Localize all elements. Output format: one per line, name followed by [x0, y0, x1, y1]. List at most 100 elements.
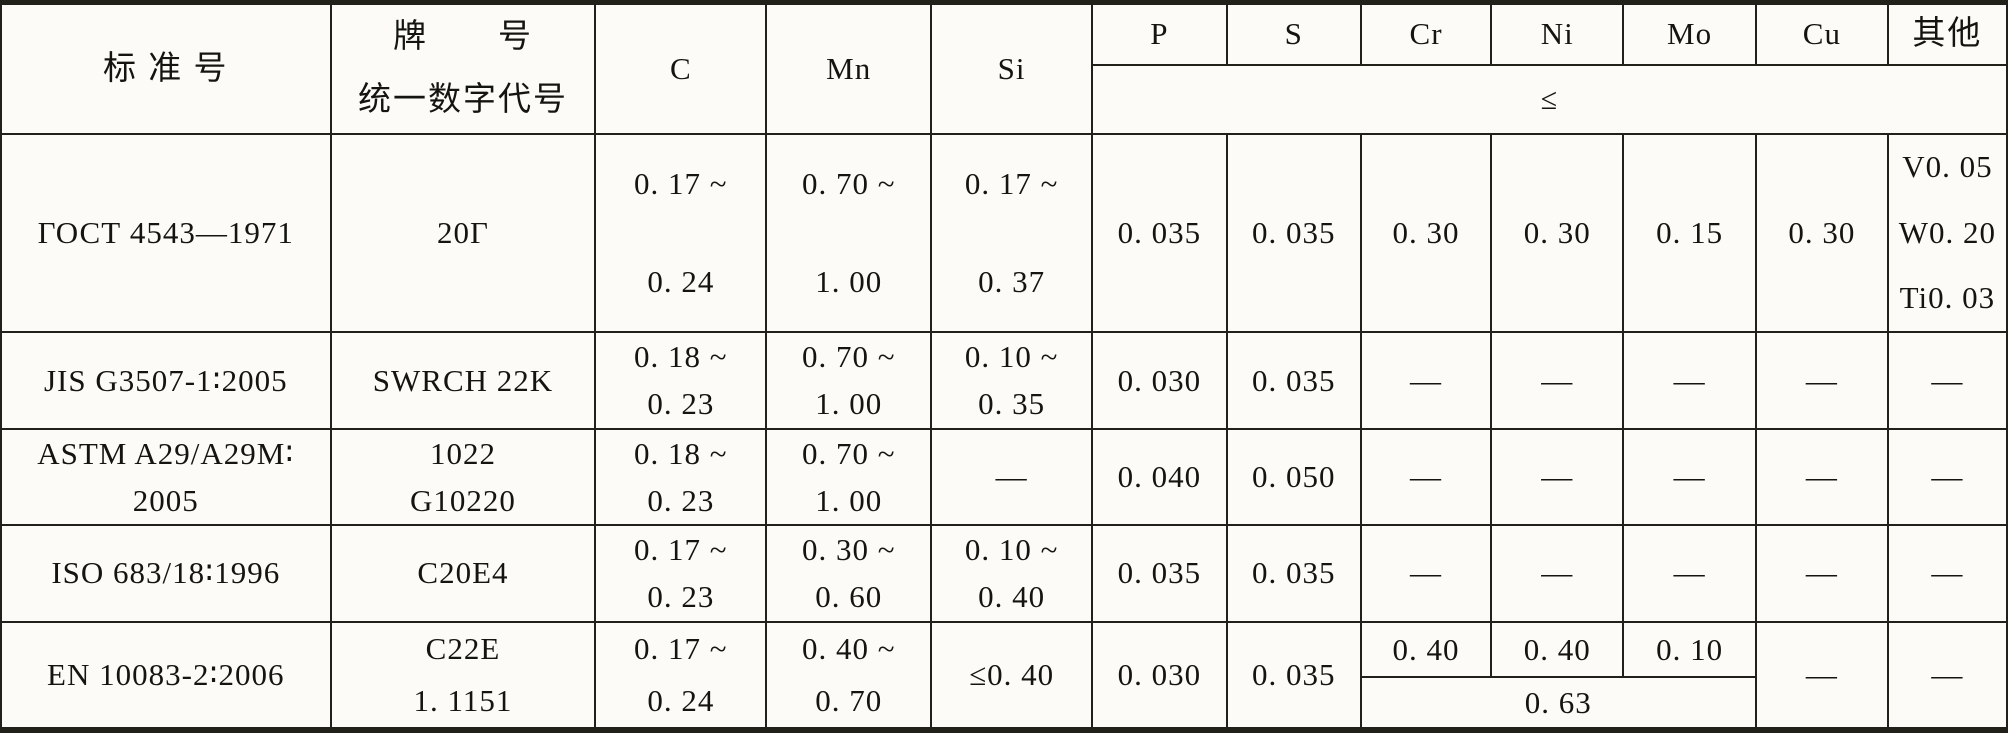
cell-line: 1. 00 — [815, 264, 883, 300]
cell-si: ≤0. 40 — [930, 620, 1094, 732]
cell-line: ≤0. 40 — [969, 656, 1055, 692]
cell-line: 0. 035 — [1251, 362, 1336, 398]
cell-line: 0. 035 — [1251, 656, 1336, 692]
cell-cu: — — [1754, 620, 1889, 732]
cell-mn: 0. 70 ~ 1. 00 — [765, 132, 933, 334]
cell-line: — — [1541, 362, 1574, 398]
header-element-s: S — [1225, 1, 1362, 66]
cell-line: 0. 17 ~ — [634, 630, 728, 666]
cell-line: 20Г — [437, 214, 489, 250]
cell-s: 0. 035 — [1225, 132, 1362, 334]
table-row: ASTM A29/A29M∶ 2005 1022 G10220 0. 18 ~ … — [0, 428, 2008, 527]
header-row: 标 准 号 牌 号 统一数字代号 C Mn Si P S — [0, 1, 2008, 135]
cell-line: — — [1931, 362, 1964, 398]
cell-cu: — — [1754, 331, 1889, 431]
cell-line: P — [1150, 16, 1169, 52]
cell-line: ГОСТ 4543—1971 — [37, 214, 294, 250]
cell-line: 0. 040 — [1117, 459, 1202, 495]
cell-grade: C20E4 — [329, 524, 597, 623]
cell-ni: 0. 40 — [1490, 620, 1625, 679]
cell-mn: 0. 70 ~ 1. 00 — [765, 331, 933, 431]
cell-line: 0. 40 ~ — [801, 630, 896, 666]
cell-line: 0. 035 — [1117, 555, 1202, 591]
cell-ni: — — [1490, 524, 1625, 623]
cell-line: 0. 70 ~ — [801, 435, 896, 471]
cell-c: 0. 18 ~ 0. 23 — [594, 428, 768, 527]
cell-si: — — [930, 428, 1094, 527]
cell-line: — — [995, 459, 1028, 495]
cell-line: C22E — [425, 630, 501, 666]
cell-line: — — [1805, 656, 1838, 692]
header-element-cu: Cu — [1754, 1, 1889, 66]
table-row: 0. 63 — [1, 676, 2007, 731]
cell-ni: — — [1490, 428, 1625, 527]
cell-line: C — [669, 50, 692, 86]
cell-line: 0. 30 — [1392, 214, 1460, 250]
cell-c: 0. 18 ~ 0. 23 — [594, 331, 768, 431]
cell-cu: — — [1754, 524, 1889, 623]
cell-line: 标 准 号 — [103, 50, 229, 87]
cell-grade: C22E 1. 1151 — [329, 620, 597, 732]
cell-si: 0. 10 ~ 0. 40 — [930, 524, 1094, 623]
cell-line: 牌 号 — [392, 18, 533, 55]
cell-line: 0. 23 — [647, 386, 715, 422]
cell-mn: 0. 30 ~ 0. 60 — [765, 524, 933, 623]
header-element-c: C — [594, 1, 768, 135]
cell-standard: JIS G3507-1∶2005 — [0, 331, 332, 431]
cell-line: 0. 30 — [1788, 214, 1856, 250]
cell-line: 0. 30 ~ — [801, 531, 896, 567]
cell-c: 0. 17 ~ 0. 24 — [594, 132, 768, 334]
cell-cu: 0. 30 — [1754, 132, 1889, 334]
cell-line: — — [1410, 459, 1443, 495]
cell-line: 0. 10 ~ — [964, 339, 1059, 374]
cell-p: 0. 035 — [1091, 524, 1228, 623]
cell-line: — — [1410, 362, 1443, 398]
cell-other: — — [1886, 428, 2008, 527]
cell-mn: 0. 70 ~ 1. 00 — [765, 428, 933, 527]
cell-line: — — [1931, 555, 1964, 591]
cell-other: — — [1886, 331, 2008, 431]
cell-line: 1. 00 — [815, 482, 883, 518]
cell-line: 0. 70 — [815, 682, 883, 718]
cell-mn: 0. 40 ~ 0. 70 — [765, 620, 933, 732]
table-row: EN 10083-2∶2006 C22E 1. 1151 0. 17 ~ 0. … — [0, 620, 2008, 732]
cell-standard: ГОСТ 4543—1971 — [0, 132, 332, 334]
cell-si: 0. 17 ~ 0. 37 — [930, 132, 1094, 334]
cell-line: — — [1410, 555, 1443, 591]
cell-standard: ISO 683/18∶1996 — [0, 524, 332, 623]
cell-line: G10220 — [410, 482, 516, 518]
cell-line: 0. 17 ~ — [634, 165, 728, 201]
cell-p: 0. 035 — [1091, 132, 1228, 334]
cell-line: ASTM A29/A29M∶ — [37, 435, 295, 471]
cell-line: 0. 30 — [1523, 214, 1591, 250]
cell-cr: 0. 30 — [1359, 132, 1493, 334]
cell-mo: — — [1622, 331, 1757, 431]
cell-cr: — — [1359, 524, 1493, 623]
cell-line: 0. 17 ~ — [634, 531, 728, 567]
cell-line: — — [1673, 459, 1706, 495]
cell-line: Mo — [1667, 16, 1713, 52]
cell-line: 0. 18 ~ — [634, 435, 728, 471]
cell-ni: — — [1490, 331, 1625, 431]
cell-c: 0. 17 ~ 0. 24 — [594, 620, 768, 732]
header-grade: 牌 号 统一数字代号 — [329, 1, 597, 135]
cell-line: V0. 05 — [1902, 149, 1993, 185]
cell-line: 1. 00 — [815, 386, 883, 422]
cell-s: 0. 035 — [1225, 524, 1362, 623]
cell-line: W0. 20 — [1898, 214, 1997, 250]
cell-line: SWRCH 22K — [372, 362, 554, 398]
cell-other: V0. 05 W0. 20 Ti0. 03 — [1886, 132, 2008, 334]
cell-other: — — [1886, 524, 2008, 623]
cell-line: — — [1931, 459, 1964, 495]
cell-line: 0. 035 — [1251, 214, 1336, 250]
cell-line: 0. 035 — [1117, 214, 1202, 250]
cell-line: 0. 15 — [1656, 214, 1724, 250]
cell-line: 其他 — [1912, 16, 1983, 53]
header-standard-number: 标 准 号 — [0, 1, 332, 135]
cell-cr: — — [1359, 428, 1493, 527]
cell-grade: SWRCH 22K — [329, 331, 597, 431]
cell-line: JIS G3507-1∶2005 — [43, 362, 288, 398]
cell-line: 2005 — [132, 482, 199, 518]
cell-line: 0. 35 — [978, 386, 1046, 422]
cell-line: 统一数字代号 — [357, 82, 568, 119]
